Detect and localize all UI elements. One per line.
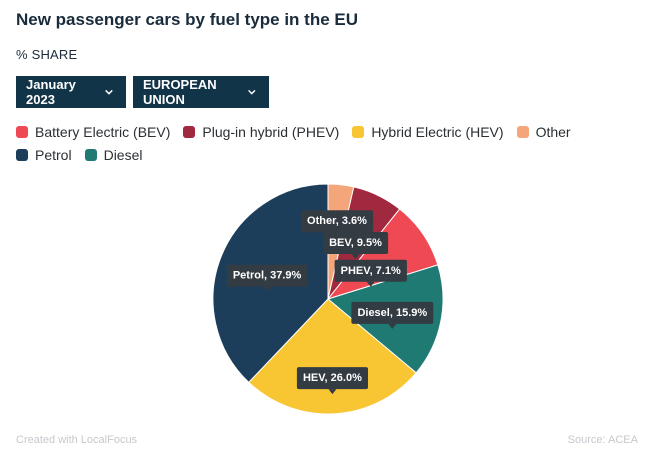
legend-item-bev[interactable]: Battery Electric (BEV)	[16, 124, 170, 140]
data-label-petrol: Petrol, 37.9%	[226, 264, 308, 292]
legend-item-hev[interactable]: Hybrid Electric (HEV)	[352, 124, 504, 140]
data-label-bev: PHEV, 7.1%	[334, 259, 407, 287]
month-dropdown-label: January 2023	[26, 77, 76, 107]
data-label-pointer	[366, 281, 375, 287]
legend-label: Battery Electric (BEV)	[35, 124, 171, 140]
data-label-box	[323, 232, 389, 254]
data-label-text: Diesel, 15.9%	[357, 307, 427, 319]
data-label-pointer	[388, 323, 397, 329]
chart-subtitle: % SHARE	[16, 47, 78, 62]
data-label-text: Other, 3.6%	[307, 215, 367, 227]
data-label-box	[351, 301, 434, 324]
region-dropdown[interactable]: EUROPEAN UNION	[133, 76, 269, 108]
legend-swatch	[16, 126, 28, 138]
region-dropdown-label: EUROPEAN UNION	[143, 77, 217, 107]
data-label-text: BEV, 9.5%	[329, 237, 382, 249]
legend-swatch	[84, 149, 97, 161]
data-label-diesel: Diesel, 15.9%	[351, 301, 434, 329]
data-label-box	[226, 264, 308, 287]
legend-item-other[interactable]: Other	[516, 124, 571, 140]
data-label-hev: HEV, 26.0%	[296, 367, 368, 395]
chevron-down-icon	[248, 89, 256, 95]
legend-label: Petrol	[35, 147, 72, 163]
chart-title: New passenger cars by fuel type in the E…	[16, 10, 359, 29]
data-label-other: Other, 3.6%	[301, 210, 374, 238]
data-label-text: HEV, 26.0%	[303, 372, 362, 384]
data-label-pointer	[328, 389, 337, 395]
legend-label: Diesel	[103, 147, 143, 163]
data-label-pointer	[263, 286, 272, 292]
legend-swatch	[516, 126, 529, 138]
legend-swatch	[16, 149, 28, 161]
data-label-box	[334, 259, 407, 282]
data-label-text: Petrol, 37.9%	[233, 270, 302, 282]
chart-legend: Battery Electric (BEV) Plug-in hybrid (P…	[16, 124, 606, 163]
legend-item-phev[interactable]: Plug-in hybrid (PHEV)	[183, 124, 339, 140]
legend-swatch	[352, 126, 365, 138]
legend-label: Other	[535, 124, 571, 140]
data-label-phev: BEV, 9.5%	[323, 232, 389, 259]
legend-item-diesel[interactable]: Diesel	[84, 147, 143, 163]
legend-label: Hybrid Electric (HEV)	[371, 124, 504, 140]
data-label-box	[301, 210, 374, 233]
data-label-text: PHEV, 7.1%	[341, 265, 401, 277]
chevron-down-icon	[105, 89, 113, 95]
month-dropdown[interactable]: January 2023	[16, 76, 126, 108]
pie-slice-hev[interactable]	[248, 298, 417, 415]
legend-swatch	[183, 126, 196, 138]
source-text: Source: ACEA	[567, 434, 638, 446]
data-label-pointer	[351, 254, 360, 259]
legend-label: Plug-in hybrid (PHEV)	[202, 124, 340, 140]
data-label-box	[296, 367, 368, 390]
legend-item-petrol[interactable]: Petrol	[16, 147, 72, 163]
credit-text: Created with LocalFocus	[16, 434, 138, 446]
